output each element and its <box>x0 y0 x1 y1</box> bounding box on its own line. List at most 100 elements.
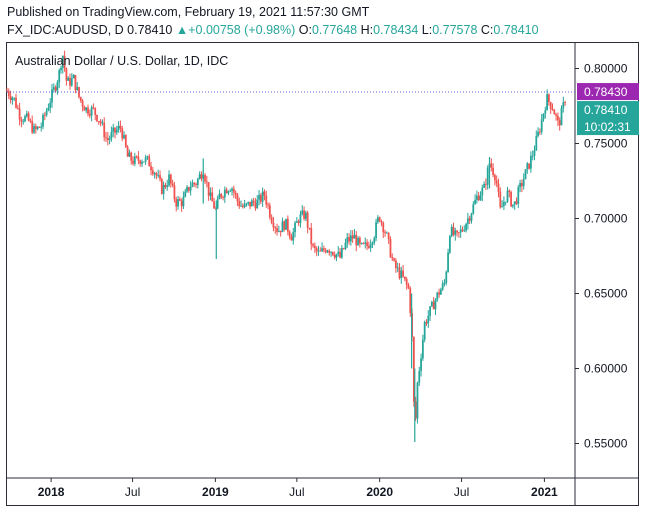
candle-body <box>385 232 388 234</box>
candle-body <box>94 107 97 115</box>
candle-body <box>83 106 86 111</box>
candle-body <box>243 204 246 208</box>
candle-body <box>195 183 197 185</box>
candle-body <box>441 283 444 290</box>
candle-body <box>274 227 277 229</box>
candle-body <box>493 175 496 181</box>
candle-body <box>375 222 377 239</box>
candle-body <box>74 75 77 91</box>
candle-body <box>90 107 93 116</box>
candle-body <box>479 195 482 201</box>
candle-body <box>173 185 176 200</box>
candle-body <box>457 232 460 234</box>
candle-body <box>34 126 37 130</box>
candle-body <box>364 242 367 244</box>
candle-body <box>560 108 563 126</box>
candle-body <box>126 146 129 157</box>
y-tick-label: 0.55000 <box>584 437 628 451</box>
candle-body <box>366 242 368 247</box>
candle-body <box>454 230 457 235</box>
candle-body <box>56 82 59 91</box>
candle-body <box>456 230 458 233</box>
candle-body <box>340 248 343 258</box>
symbol-name[interactable]: FX_IDC:AUDUSD, D <box>7 23 124 37</box>
candle-body <box>88 114 91 116</box>
x-tick-label: 2021 <box>531 485 558 499</box>
candle-body <box>177 199 179 207</box>
candle-body <box>209 192 212 196</box>
candle-body <box>474 199 476 205</box>
candle-body <box>531 155 534 157</box>
chart-frame[interactable] <box>6 42 639 506</box>
candle-body <box>63 55 66 69</box>
candle-body <box>180 200 183 207</box>
candle-body <box>29 120 32 122</box>
candle-body <box>69 77 71 86</box>
candle-body <box>132 160 134 164</box>
candle-body <box>225 189 228 194</box>
candle-body <box>481 187 484 196</box>
candle-body <box>135 156 138 158</box>
candle-body <box>362 243 365 244</box>
candle-body <box>211 192 214 202</box>
candle-body <box>407 284 410 289</box>
candle-body <box>337 251 340 255</box>
candle-body <box>130 152 133 161</box>
candle-body <box>7 91 10 97</box>
candle-body <box>321 248 323 252</box>
candle-body <box>79 97 82 101</box>
x-tick-label: 2020 <box>366 485 393 499</box>
candle-body <box>285 218 287 230</box>
candle-body <box>420 358 422 371</box>
candle-body <box>373 238 376 243</box>
candle-body <box>9 96 12 101</box>
candle-body <box>49 102 52 108</box>
candle-body <box>398 267 401 279</box>
candle-body <box>52 87 55 90</box>
candle-body <box>402 270 404 277</box>
chart-title: Australian Dollar / U.S. Dollar, 1D, IDC <box>15 54 229 68</box>
candle-body <box>529 155 532 169</box>
candle-body <box>463 230 466 232</box>
candle-body <box>304 212 307 219</box>
candle-body <box>295 221 298 223</box>
candle-body <box>376 217 379 223</box>
candle-body <box>265 195 268 205</box>
candle-body <box>186 187 188 192</box>
candle-body <box>229 190 232 192</box>
candle-body <box>553 109 556 115</box>
candle-body <box>196 178 199 185</box>
candle-body <box>249 201 251 207</box>
candle-body <box>24 116 26 122</box>
candle-body <box>450 226 453 237</box>
candle-body <box>535 136 538 151</box>
candle-body <box>339 251 341 258</box>
candle-body <box>160 179 163 194</box>
candle-body <box>45 110 48 116</box>
candle-body <box>427 315 430 324</box>
y-tick-label: 0.70000 <box>584 212 628 226</box>
candle-body <box>61 55 64 68</box>
candle-body <box>205 181 208 183</box>
candle-body <box>216 199 219 209</box>
candle-body <box>564 102 566 104</box>
candle-body <box>222 197 224 198</box>
candle-body <box>38 126 41 128</box>
candle-body <box>151 170 154 175</box>
candle-body <box>537 131 539 137</box>
candle-body <box>92 107 95 109</box>
candle-body <box>218 193 221 200</box>
x-tick-label: Jul <box>454 485 469 499</box>
candle-body <box>465 223 467 231</box>
candle-body <box>288 231 291 237</box>
candle-body <box>238 201 241 207</box>
candle-body <box>544 110 547 114</box>
candle-body <box>157 175 160 177</box>
candle-body <box>423 322 426 340</box>
candle-body <box>133 156 136 164</box>
candle-body <box>148 156 151 167</box>
candle-body <box>20 119 23 122</box>
candle-body <box>110 132 113 139</box>
low-value: 0.77578 <box>432 23 478 37</box>
